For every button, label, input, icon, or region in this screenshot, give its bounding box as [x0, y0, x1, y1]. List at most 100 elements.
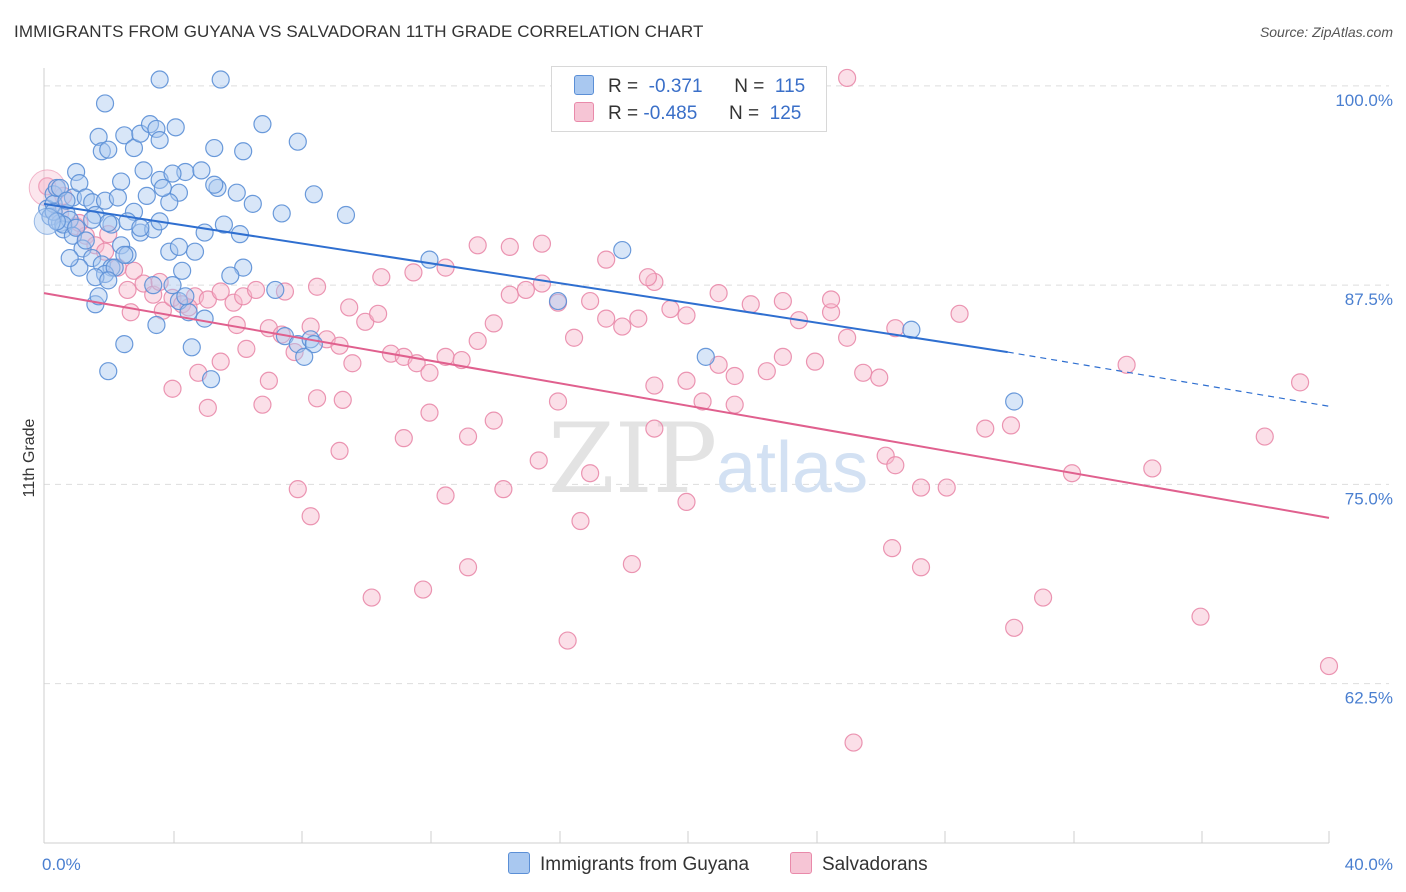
y-tick-label: 100.0% — [1335, 91, 1393, 110]
salvadorans-point — [211, 282, 230, 301]
salvadorans-point — [484, 411, 503, 430]
salvadorans-point — [404, 263, 423, 282]
guyana-point — [83, 210, 102, 229]
guyana-point — [420, 250, 439, 269]
guyana-point — [548, 291, 568, 311]
y-tick-label: 62.5% — [1345, 689, 1393, 708]
salvadorans-point — [911, 558, 931, 577]
salvadorans-point — [725, 395, 744, 414]
guyana-point — [185, 242, 205, 261]
legend-n-label: N = — [728, 103, 760, 124]
legend-row-salvadorans: R = -0.485 N = 125 — [574, 102, 801, 128]
legend-swatch-salvadorans — [574, 102, 594, 122]
y-axis-label: 11th Grade — [21, 418, 38, 497]
guyana-point — [169, 237, 189, 256]
salvadorans-point — [301, 317, 320, 336]
salvadorans-point — [458, 427, 478, 446]
guyana-point — [76, 231, 95, 250]
guyana-point — [99, 271, 118, 290]
salvadorans-point — [288, 480, 307, 499]
salvadorans-point — [468, 236, 487, 255]
salvadorans-point — [564, 328, 584, 347]
salvadorans-point — [693, 392, 712, 411]
salvadorans-point — [645, 376, 664, 395]
salvadorans-point — [805, 352, 825, 371]
guyana-point — [99, 140, 118, 159]
salvadorans-point — [516, 280, 535, 300]
guyana-point — [208, 178, 227, 198]
salvadorans-point — [253, 395, 272, 414]
salvadorans-point — [854, 363, 873, 382]
salvadorans-point — [529, 451, 548, 470]
salvadorans-point — [709, 284, 728, 303]
salvadorans-point — [548, 392, 568, 411]
guyana-point — [115, 126, 134, 145]
salvadorans-point — [362, 588, 381, 607]
watermark-atlas: atlas — [716, 428, 868, 508]
bottom-legend-label-salvadorans: Salvadorans — [822, 854, 928, 875]
guyana-point — [272, 204, 291, 223]
salvadorans-point — [198, 398, 217, 417]
salvadorans-point — [163, 379, 182, 398]
salvadorans-point — [581, 464, 600, 483]
guyana-point — [67, 162, 86, 182]
guyana-point — [211, 70, 230, 89]
legend-n-value: 125 — [769, 103, 802, 124]
salvadorans-point — [581, 291, 600, 311]
salvadorans-point — [597, 309, 616, 328]
guyana-point — [243, 194, 262, 213]
guyana-point — [134, 161, 153, 180]
guyana-point — [115, 245, 134, 264]
salvadorans-point — [420, 403, 439, 422]
guyana-point — [201, 370, 221, 389]
salvadorans-point — [494, 480, 513, 499]
guyana-point — [60, 248, 79, 268]
guyana-point — [304, 185, 323, 204]
salvadorans-point — [773, 291, 792, 311]
legend-n-value: 115 — [774, 76, 806, 97]
salvadorans-point — [622, 554, 641, 574]
salvadorans-point — [613, 317, 632, 336]
salvadorans-point — [500, 285, 519, 304]
salvadorans-point — [558, 631, 577, 650]
guyana-point — [89, 287, 108, 306]
guyana-point — [192, 161, 211, 180]
salvadorans-point — [532, 234, 552, 253]
salvadorans-point — [1033, 588, 1053, 607]
salvadorans-point — [1001, 416, 1021, 435]
salvadorans-point — [301, 507, 320, 526]
salvadorans-point — [532, 274, 552, 293]
axes — [43, 68, 1330, 844]
chart-title: IMMIGRANTS FROM GUYANA VS SALVADORAN 11T… — [14, 22, 704, 41]
guyana-trend-line — [43, 202, 1008, 354]
guyana-point — [221, 266, 240, 285]
guyana-point — [613, 240, 632, 260]
guyana-point — [182, 338, 201, 357]
guyana-point — [336, 205, 356, 225]
legend-r-label: R = — [608, 103, 639, 124]
guyana-point — [150, 131, 169, 150]
salvadorans-point — [629, 309, 648, 328]
guyana-point — [205, 138, 224, 158]
guyana-point — [92, 142, 111, 161]
salvadorans-point — [333, 390, 352, 410]
salvadorans-point — [677, 371, 696, 390]
salvadorans-point — [844, 733, 863, 752]
guyana-point — [176, 287, 195, 306]
guyana-point — [95, 94, 115, 113]
legend-r-value: -0.371 — [648, 76, 703, 97]
salvadorans-point — [237, 339, 256, 358]
guyana-point — [195, 309, 214, 328]
salvadorans-point — [124, 261, 144, 280]
salvadorans-point — [886, 319, 905, 338]
salvadorans-point — [876, 446, 895, 465]
guyana-point — [83, 248, 102, 268]
guyana-point — [266, 280, 285, 300]
bottom-legend-guyana: Immigrants from Guyana — [508, 852, 749, 876]
guyana-point — [195, 223, 214, 242]
salvadorans-point — [976, 419, 995, 438]
salvadorans-point — [343, 354, 362, 373]
guyana-point — [99, 362, 118, 381]
watermark: ZIP atlas — [548, 403, 868, 515]
